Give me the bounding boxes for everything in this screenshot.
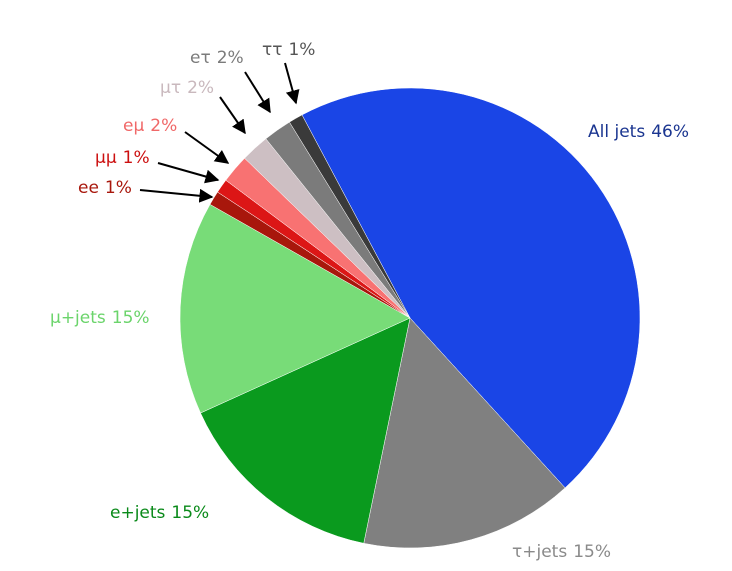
slice-label: μ+jets 15% — [50, 308, 150, 328]
slice-label: e+jets 15% — [110, 503, 209, 523]
value-label: 2% — [217, 48, 244, 68]
arrow — [139, 188, 214, 203]
pie-slice — [200, 317, 411, 544]
arrow — [284, 62, 300, 105]
category-name: μτ — [160, 78, 181, 98]
slice-label: ττ 1% — [262, 40, 315, 60]
slice-label: All jets 46% — [588, 122, 689, 142]
arrow — [184, 131, 230, 164]
pie-slice — [179, 204, 411, 414]
arrow — [157, 162, 220, 184]
category-name: eτ — [190, 48, 211, 68]
value-label: 2% — [150, 116, 177, 136]
category-name: ee — [78, 178, 99, 198]
pie — [179, 87, 641, 549]
slice-label: ee 1% — [78, 178, 132, 198]
value-label: 15% — [112, 308, 150, 328]
slice-label: eμ 2% — [123, 116, 177, 136]
value-label: 15% — [573, 542, 611, 562]
pie-slice — [289, 114, 411, 319]
category-name: eμ — [123, 116, 144, 136]
pie-slice — [363, 317, 566, 549]
category-name: μ+jets — [50, 308, 106, 328]
value-label: 1% — [123, 148, 150, 168]
slice-label: μτ 2% — [160, 78, 214, 98]
value-label: 2% — [187, 78, 214, 98]
value-label: 1% — [288, 40, 315, 60]
category-name: τ+jets — [512, 542, 567, 562]
slice-label: eτ 2% — [190, 48, 244, 68]
labels: All jets 46%τ+jets 15%e+jets 15%μ+jets 15%ee… — [50, 40, 689, 562]
value-label: 46% — [651, 122, 689, 142]
slice-label: τ+jets 15% — [512, 542, 611, 562]
category-name: All jets — [588, 122, 645, 142]
category-name: e+jets — [110, 503, 166, 523]
slice-label: μμ 1% — [95, 148, 150, 168]
value-label: 15% — [171, 503, 209, 523]
arrow — [244, 71, 271, 114]
value-label: 1% — [105, 178, 132, 198]
pie-slice — [301, 87, 641, 489]
category-name: ττ — [262, 40, 282, 60]
arrow — [219, 96, 246, 135]
category-name: μμ — [95, 148, 117, 168]
